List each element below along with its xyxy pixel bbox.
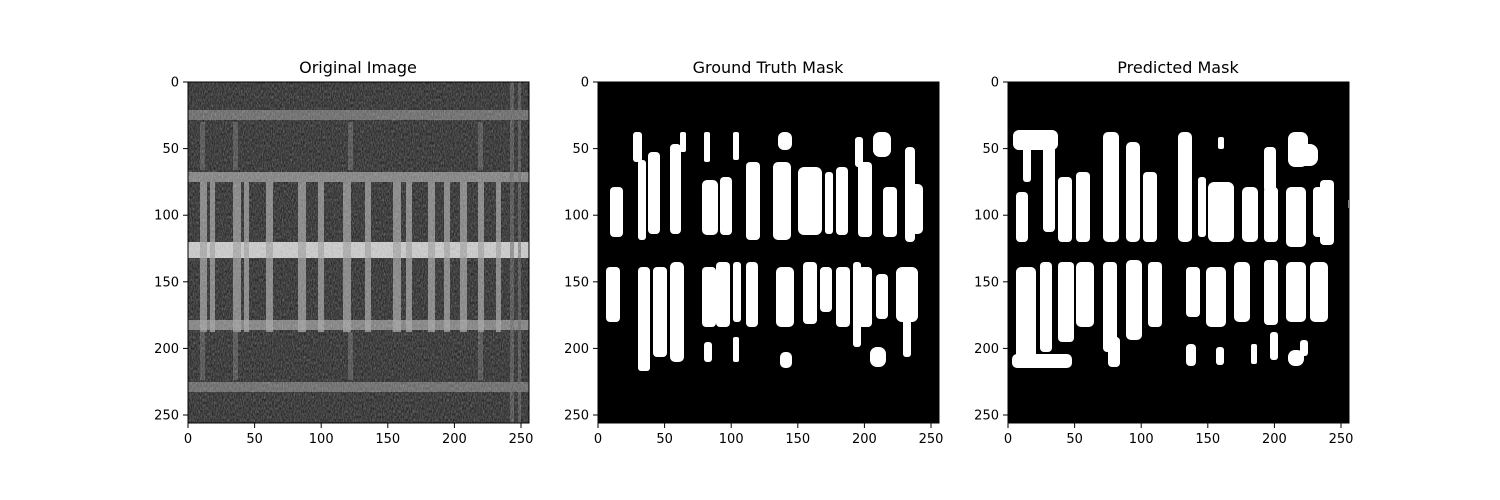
panel-title: Predicted Mask <box>1117 58 1239 77</box>
x-tick-label: 0 <box>1004 432 1012 447</box>
x-tick-label: 0 <box>594 432 602 447</box>
panel-title: Original Image <box>299 58 417 77</box>
x-tick-label: 200 <box>1262 432 1287 447</box>
y-tick-label: 250 <box>564 409 589 424</box>
y-tick-label: 50 <box>162 142 179 157</box>
y-tick-label: 0 <box>991 76 999 91</box>
x-tick-label: 150 <box>375 432 400 447</box>
y-tick-label: 0 <box>581 76 589 91</box>
x-tick-label: 250 <box>509 432 534 447</box>
y-tick-label: 0 <box>171 76 179 91</box>
mask-background <box>598 82 939 423</box>
y-tick-label: 250 <box>154 409 179 424</box>
y-tick-label: 50 <box>572 142 589 157</box>
x-tick-label: 250 <box>1329 432 1354 447</box>
x-tick-label: 0 <box>184 432 192 447</box>
y-tick-label: 200 <box>564 342 589 357</box>
x-tick-label: 200 <box>442 432 467 447</box>
y-tick-label: 100 <box>974 209 999 224</box>
panel-title: Ground Truth Mask <box>693 58 845 77</box>
x-tick-label: 150 <box>1195 432 1220 447</box>
y-tick-label: 150 <box>154 275 179 290</box>
y-tick-label: 150 <box>974 275 999 290</box>
y-tick-label: 200 <box>154 342 179 357</box>
x-tick-label: 100 <box>1129 432 1154 447</box>
x-tick-label: 100 <box>719 432 744 447</box>
x-tick-label: 50 <box>1066 432 1083 447</box>
panel-original: Original Image <box>188 58 529 423</box>
x-tick-label: 150 <box>785 432 810 447</box>
y-tick-label: 150 <box>564 275 589 290</box>
x-tick-label: 50 <box>656 432 673 447</box>
x-tick-label: 200 <box>852 432 877 447</box>
panel-ground-truth: Ground Truth Mask <box>598 58 939 423</box>
original-image <box>188 82 529 423</box>
x-tick-label: 250 <box>919 432 944 447</box>
x-tick-label: 50 <box>246 432 263 447</box>
y-tick-label: 50 <box>982 142 999 157</box>
y-tick-label: 250 <box>974 409 999 424</box>
y-tick-label: 100 <box>564 209 589 224</box>
x-tick-label: 100 <box>309 432 334 447</box>
y-tick-label: 200 <box>974 342 999 357</box>
y-tick-label: 100 <box>154 209 179 224</box>
panel-predicted: Predicted Mask <box>1008 58 1350 423</box>
